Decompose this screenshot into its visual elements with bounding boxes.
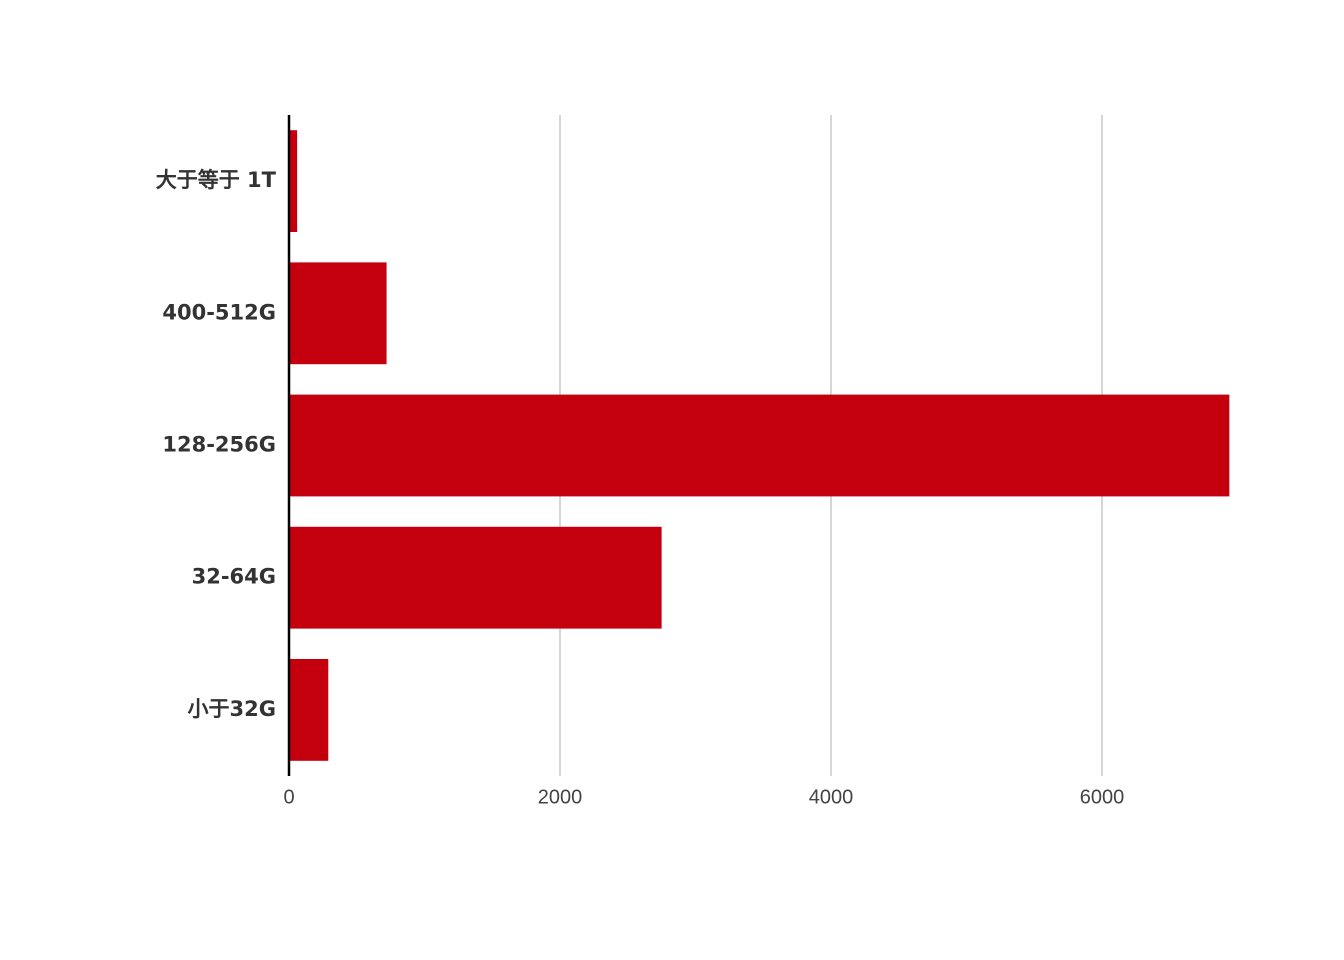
- bar: [289, 659, 329, 761]
- y-tick-label: 128-256G: [162, 433, 276, 457]
- y-tick-label: 400-512G: [162, 300, 276, 324]
- bar: [289, 526, 662, 629]
- y-tick-label: 32-64G: [192, 565, 276, 589]
- x-tick-label: 0: [283, 786, 294, 808]
- x-tick-label: 4000: [809, 786, 854, 808]
- x-tick-label: 6000: [1080, 786, 1125, 808]
- bar: [289, 394, 1230, 497]
- bar: [289, 130, 298, 232]
- x-tick-label: 2000: [538, 786, 583, 808]
- y-tick-label: 大于等于 1T: [156, 168, 277, 192]
- bar: [289, 262, 387, 365]
- y-tick-label: 小于32G: [188, 697, 276, 721]
